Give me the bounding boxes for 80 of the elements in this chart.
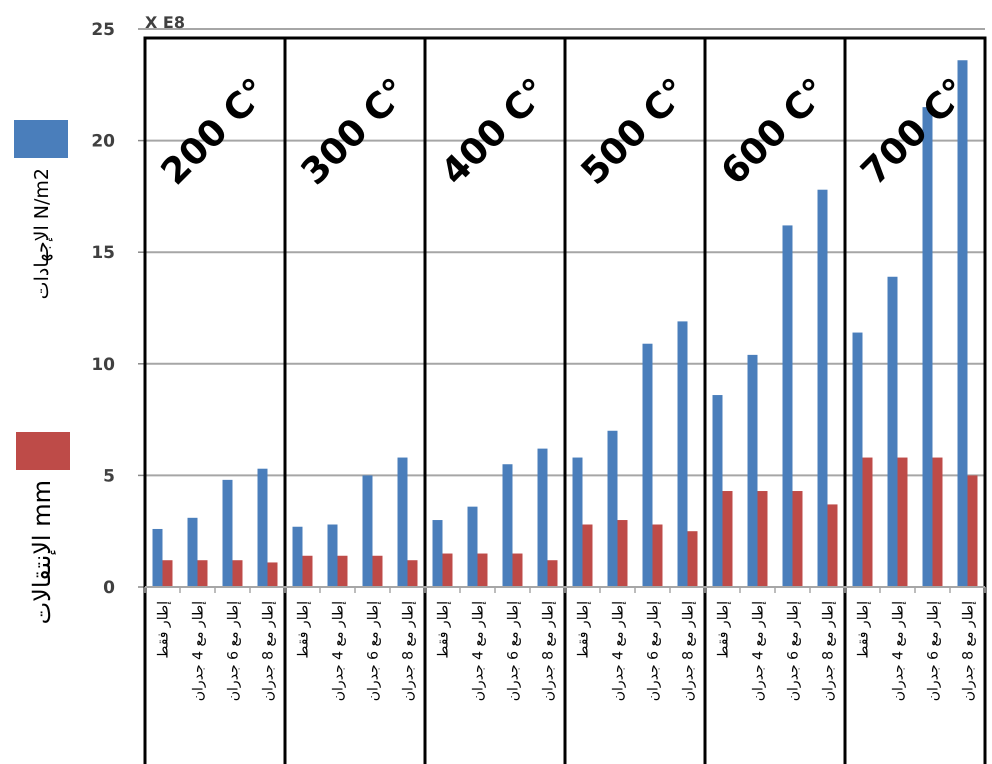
legend-label: الإنتقالات mm bbox=[28, 480, 56, 624]
bar bbox=[852, 332, 862, 587]
x-tick-label: إطار مع 6 جدران bbox=[786, 600, 802, 702]
bar bbox=[338, 556, 348, 587]
x-tick-label: إطار مع 8 جدران bbox=[820, 600, 836, 702]
y-tick-label: 0 bbox=[103, 578, 116, 598]
annotation: X E8 bbox=[145, 13, 185, 32]
bar bbox=[432, 520, 442, 587]
x-tick-label: إطار فقط bbox=[716, 600, 732, 659]
bar bbox=[828, 504, 838, 587]
x-tick-label: إطار مع 8 جدران bbox=[260, 600, 276, 702]
y-tick-label: 20 bbox=[91, 132, 116, 152]
x-tick-label: إطار فقط bbox=[156, 600, 172, 659]
bar bbox=[232, 560, 242, 587]
bar bbox=[678, 321, 688, 587]
bar bbox=[408, 560, 418, 587]
bar bbox=[258, 468, 268, 587]
bar bbox=[888, 276, 898, 587]
bar bbox=[292, 526, 302, 587]
x-tick-label: إطار مع 4 جدران bbox=[470, 600, 486, 702]
bar bbox=[328, 524, 338, 587]
bar bbox=[362, 475, 372, 587]
bar bbox=[502, 464, 512, 587]
x-tick-label: إطار فقط bbox=[856, 600, 872, 659]
bar bbox=[572, 458, 582, 587]
bar bbox=[548, 560, 558, 587]
x-tick-label: إطار مع 4 جدران bbox=[890, 600, 906, 702]
bar bbox=[712, 395, 722, 587]
bar bbox=[688, 531, 698, 587]
bar bbox=[162, 560, 172, 587]
bar bbox=[268, 562, 278, 587]
bar bbox=[898, 458, 908, 587]
bar bbox=[862, 458, 872, 587]
bar bbox=[372, 556, 382, 587]
x-tick-label: إطار مع 6 جدران bbox=[926, 600, 942, 702]
bar bbox=[198, 560, 208, 587]
bar bbox=[748, 354, 758, 587]
bar bbox=[398, 458, 408, 587]
x-tick-label: إطار مع 6 جدران bbox=[646, 600, 662, 702]
x-tick-label: إطار مع 4 جدران bbox=[610, 600, 626, 702]
bar bbox=[932, 458, 942, 587]
bar bbox=[642, 344, 652, 587]
bar bbox=[968, 475, 978, 587]
bar bbox=[442, 554, 452, 587]
x-tick-label: إطار مع 4 جدران bbox=[330, 600, 346, 702]
y-tick-label: 25 bbox=[91, 20, 115, 40]
x-tick-label: إطار مع 6 جدران bbox=[366, 600, 382, 702]
bar bbox=[958, 60, 968, 587]
bar bbox=[652, 524, 662, 587]
x-tick-label: إطار فقط bbox=[436, 600, 452, 659]
x-tick-label: إطار مع 6 جدران bbox=[226, 600, 242, 702]
y-tick-label: 15 bbox=[91, 243, 115, 264]
bar bbox=[618, 520, 628, 587]
bar bbox=[188, 518, 198, 587]
bar bbox=[818, 190, 828, 587]
x-tick-label: إطار فقط bbox=[296, 600, 312, 659]
y-tick-label: 10 bbox=[91, 354, 116, 375]
bar bbox=[468, 506, 478, 587]
bar bbox=[722, 491, 732, 587]
x-tick-label: إطار مع 8 جدران bbox=[960, 600, 976, 702]
bar bbox=[582, 524, 592, 587]
bar bbox=[512, 554, 522, 587]
x-tick-label: إطار مع 8 جدران bbox=[540, 600, 556, 702]
bar bbox=[538, 448, 548, 587]
bar bbox=[222, 480, 232, 587]
x-tick-label: إطار فقط bbox=[576, 600, 592, 659]
bar bbox=[302, 556, 312, 587]
bar bbox=[782, 225, 792, 587]
bar bbox=[758, 491, 768, 587]
bar bbox=[478, 554, 488, 587]
legend-label: الإجهادات N/m2 bbox=[31, 168, 53, 300]
x-tick-label: إطار مع 8 جدران bbox=[680, 600, 696, 702]
y-tick-label: 5 bbox=[103, 466, 115, 486]
x-tick-label: إطار مع 4 جدران bbox=[190, 600, 206, 702]
x-tick-label: إطار مع 6 جدران bbox=[506, 600, 522, 702]
x-tick-label: إطار مع 4 جدران bbox=[750, 600, 766, 702]
bar bbox=[608, 430, 618, 587]
bar bbox=[152, 528, 162, 587]
bar bbox=[792, 491, 802, 587]
x-tick-label: إطار مع 8 جدران bbox=[400, 600, 416, 702]
